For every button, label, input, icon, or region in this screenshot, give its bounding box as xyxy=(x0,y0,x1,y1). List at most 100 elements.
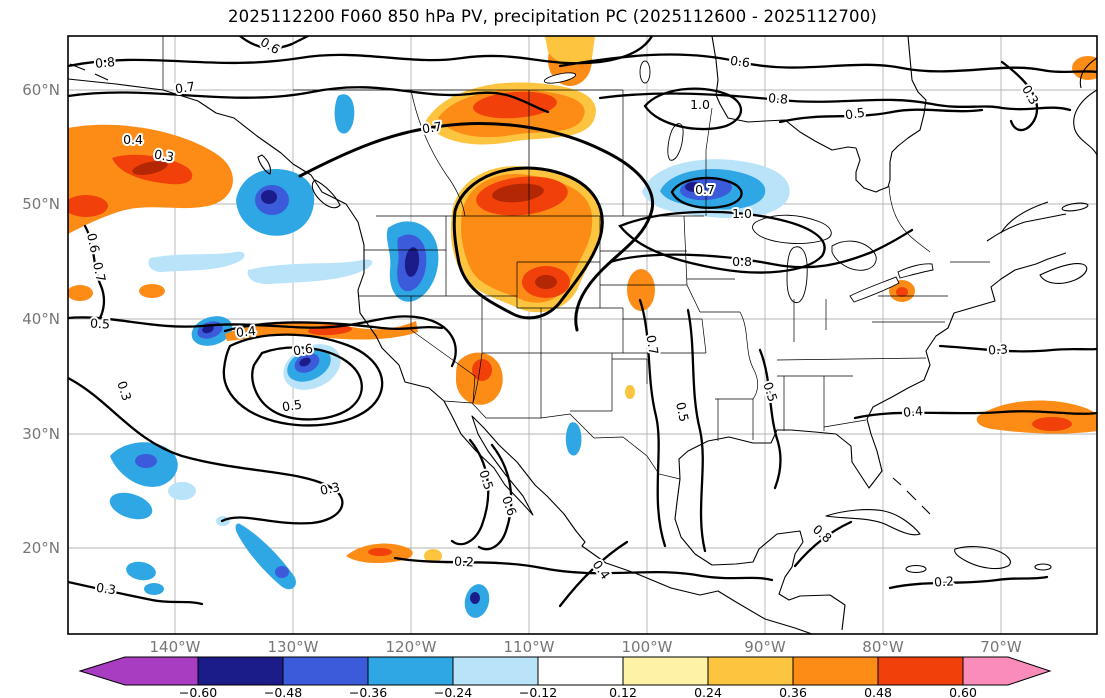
contour-label: 0.3 xyxy=(986,339,1011,359)
state-province-borders xyxy=(162,36,990,480)
contour-label: 0.6 xyxy=(727,51,753,73)
colorbar-tick-label: 0.12 xyxy=(609,685,637,698)
contour-label: 0.4 xyxy=(121,130,145,149)
y-tick-label: 50°N xyxy=(22,195,60,213)
colorbar-segment xyxy=(877,656,964,686)
colorbar-segment xyxy=(792,656,879,686)
contour-label: 0.5 xyxy=(758,378,782,406)
colorbar-segment xyxy=(707,656,794,686)
svg-text:0.3: 0.3 xyxy=(95,580,117,598)
longitude-axis: 140°W 130°W 120°W 110°W 100°W 90°W 80°W 70°W xyxy=(150,638,1022,656)
contour-label: 0.5 xyxy=(88,313,113,333)
svg-text:0.7: 0.7 xyxy=(174,79,196,97)
x-tick-label: 100°W xyxy=(622,638,673,656)
contour-label: 0.4 xyxy=(900,401,925,422)
contour-label: 0.6 xyxy=(290,339,316,361)
svg-text:0.6: 0.6 xyxy=(292,341,314,359)
contour-label: 0.7 xyxy=(419,117,445,139)
contour-label: 1.0 xyxy=(730,204,754,223)
colorbar-tick-label: 0.36 xyxy=(779,685,807,698)
contour-label: 0.3 xyxy=(112,377,136,405)
y-tick-label: 20°N xyxy=(22,539,60,557)
colorbar-segment xyxy=(537,656,624,686)
svg-text:0.7: 0.7 xyxy=(90,261,109,284)
chart-title: 2025112200 F060 850 hPa PV, precipitatio… xyxy=(227,7,878,26)
contour-label: 1.0 xyxy=(688,95,712,114)
colorbar-tick-label: −0.12 xyxy=(519,685,557,698)
contour-label: 0.5 xyxy=(474,466,498,494)
colorbar-tick-label: −0.48 xyxy=(264,685,302,698)
contour-label: 0.8 xyxy=(808,519,837,547)
contour-label: 0.2 xyxy=(932,571,957,591)
colorbar-segment xyxy=(197,656,284,686)
svg-text:0.3: 0.3 xyxy=(1019,82,1042,107)
contour-label: 0.4 xyxy=(233,321,258,342)
colorbar-segment xyxy=(622,656,709,686)
latitude-axis: 60°N 50°N 40°N 30°N 20°N xyxy=(22,81,60,557)
contour-label: 0.2 xyxy=(452,551,477,571)
colorbar-segment xyxy=(452,656,539,686)
colorbar-tick-label: 0.24 xyxy=(694,685,722,698)
svg-text:0.5: 0.5 xyxy=(90,315,111,331)
svg-text:0.8: 0.8 xyxy=(732,254,752,269)
svg-text:0.3: 0.3 xyxy=(319,479,342,498)
y-tick-label: 60°N xyxy=(22,81,60,99)
contour-label: 0.8 xyxy=(730,252,754,271)
svg-text:0.4: 0.4 xyxy=(235,323,256,340)
svg-text:0.8: 0.8 xyxy=(94,54,115,71)
svg-text:0.3: 0.3 xyxy=(988,341,1009,357)
svg-text:0.6: 0.6 xyxy=(84,232,103,255)
colorbar-segment xyxy=(367,656,454,686)
colorbar-tick-label: −0.60 xyxy=(179,685,217,698)
y-tick-label: 30°N xyxy=(22,425,60,443)
colorbar: −0.60 −0.48 −0.36 −0.24 −0.12 0.12 0.24 0.36 0.4… xyxy=(78,656,1052,698)
svg-text:0.2: 0.2 xyxy=(934,573,955,589)
contour-label: 0.8 xyxy=(765,88,790,109)
svg-text:0.5: 0.5 xyxy=(476,468,496,492)
svg-text:0.7: 0.7 xyxy=(695,182,715,197)
x-tick-label: 110°W xyxy=(504,638,555,656)
contour-label: 0.6 xyxy=(82,230,105,257)
svg-text:0.4: 0.4 xyxy=(123,132,143,147)
svg-text:1.0: 1.0 xyxy=(690,97,710,112)
svg-text:0.5: 0.5 xyxy=(673,401,692,424)
x-tick-label: 120°W xyxy=(386,638,437,656)
y-tick-label: 40°N xyxy=(22,310,60,328)
contour-label: 0.7 xyxy=(641,332,663,358)
colorbar-tick-label: −0.36 xyxy=(349,685,387,698)
svg-text:0.3: 0.3 xyxy=(114,379,134,403)
x-tick-label: 90°W xyxy=(744,638,786,656)
svg-text:0.2: 0.2 xyxy=(454,553,475,569)
contour-label: 0.4 xyxy=(588,555,616,584)
x-tick-label: 80°W xyxy=(862,638,904,656)
contour-label: 0.3 xyxy=(1017,80,1044,109)
contour-label: 0.3 xyxy=(317,477,344,500)
svg-text:0.8: 0.8 xyxy=(810,521,835,545)
x-tick-label: 140°W xyxy=(150,638,201,656)
svg-text:0.8: 0.8 xyxy=(767,90,788,107)
colorbar-tick-label: −0.24 xyxy=(434,685,472,698)
svg-text:0.6: 0.6 xyxy=(729,53,751,71)
colorbar-left-arrow xyxy=(78,656,199,686)
svg-text:0.3: 0.3 xyxy=(153,146,175,164)
svg-text:0.4: 0.4 xyxy=(590,557,614,582)
svg-text:0.5: 0.5 xyxy=(844,105,866,123)
svg-text:0.4: 0.4 xyxy=(902,403,923,420)
x-tick-label: 130°W xyxy=(268,638,319,656)
colorbar-tick-label: 0.48 xyxy=(864,685,892,698)
contour-label: 0.3 xyxy=(93,578,119,600)
contour-label: 0.5 xyxy=(671,399,694,426)
contour-label: 0.7 xyxy=(88,259,111,286)
colorbar-segment xyxy=(282,656,369,686)
svg-text:0.6: 0.6 xyxy=(258,34,283,57)
colorbar-tick-label: 0.60 xyxy=(949,685,977,698)
map-frame xyxy=(67,35,1098,635)
contour-label: 0.3 xyxy=(151,144,177,166)
contour-label: 0.6 xyxy=(256,34,285,59)
precip-shading xyxy=(68,36,1097,618)
contour-label: 0.5 xyxy=(842,103,868,125)
pv-contour-lines xyxy=(68,36,1097,608)
contour-label: 0.7 xyxy=(693,180,717,199)
